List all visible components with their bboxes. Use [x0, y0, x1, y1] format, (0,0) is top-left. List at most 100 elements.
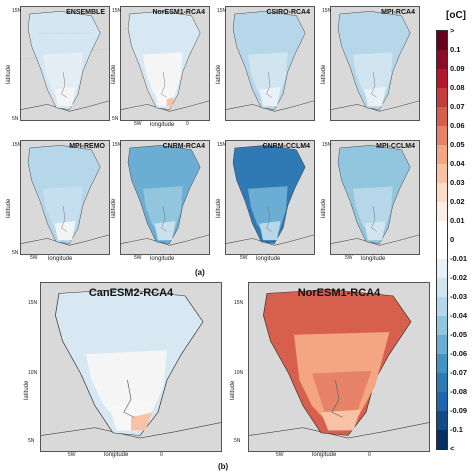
map-panel-noresm1-rca4: NorESM1-RCA4 — [120, 6, 210, 121]
basin-map — [41, 289, 221, 439]
panel-title: CNRM-CCLM4 — [262, 143, 310, 150]
colorbar-segment — [437, 31, 447, 51]
basin-map — [226, 145, 314, 246]
map-panel-ensemble: ENSEMBLE — [20, 6, 110, 121]
lat-tick: 15N — [234, 300, 244, 306]
lat-tick: 5N — [12, 116, 19, 122]
lat-tick: 15N — [112, 142, 122, 148]
map-panel-mpi-remo: MPI-REMO — [20, 140, 110, 255]
colorbar-label: -0.06 — [450, 349, 468, 358]
basin-map — [249, 289, 429, 439]
lat-tick: 10N — [234, 370, 244, 376]
colorbar — [436, 30, 448, 450]
map-panel-mpi-rca4: MPI-RCA4 — [330, 6, 420, 121]
panel-title: MPI-RCA4 — [381, 9, 415, 16]
colorbar-segment — [437, 392, 447, 412]
colorbar-segment — [437, 107, 447, 127]
panel-title: NorESM1-RCA4 — [152, 9, 205, 16]
colorbar-label: 0.02 — [450, 197, 465, 206]
colorbar-segment — [437, 145, 447, 165]
lat-tick: 15N — [12, 8, 22, 14]
longitude-label: longitude — [150, 122, 175, 128]
colorbar-label: -0.07 — [450, 368, 468, 377]
map-panel-csiro-rca4: CSIRO-RCA4 — [225, 6, 315, 121]
colorbar-segment — [437, 430, 447, 450]
colorbar-segment — [437, 278, 447, 298]
colorbar-label: 0.06 — [450, 121, 465, 130]
longitude-label: longitude — [104, 452, 129, 458]
colorbar-label: < — [450, 444, 455, 453]
lon-tick: 0 — [160, 452, 163, 458]
lat-tick: 15N — [217, 142, 227, 148]
panel-title: CNRM-RCA4 — [162, 143, 205, 150]
colorbar-label: -0.03 — [450, 292, 468, 301]
colorbar-label: -0.04 — [450, 311, 468, 320]
lon-tick: 5W — [345, 255, 353, 261]
latitude-label: latitude — [6, 64, 12, 84]
lat-tick: 15N — [28, 300, 38, 306]
lat-tick: 5N — [234, 438, 241, 444]
colorbar-segment — [437, 411, 447, 431]
latitude-label: latitude — [111, 198, 117, 218]
latitude-label: latitude — [6, 198, 12, 218]
colorbar-label: 0.01 — [450, 216, 465, 225]
colorbar-segment — [437, 297, 447, 317]
map-panel-mpi-cclm4: MPI-CCLM4 — [330, 140, 420, 255]
lat-tick: 10N — [28, 370, 38, 376]
latitude-label: latitude — [321, 64, 327, 84]
colorbar-segment — [437, 259, 447, 279]
colorbar-segment — [437, 50, 447, 70]
colorbar-label: 0.04 — [450, 159, 465, 168]
lat-tick: 15N — [322, 8, 332, 14]
lat-tick: 5N — [112, 116, 119, 122]
lat-tick: 5N — [28, 438, 35, 444]
colorbar-label: 0.09 — [450, 64, 465, 73]
latitude-label: latitude — [24, 380, 30, 400]
basin-map — [331, 11, 419, 112]
colorbar-label: 0.1 — [450, 45, 461, 54]
lon-tick: 5W — [30, 255, 38, 261]
colorbar-segment — [437, 354, 447, 374]
lon-tick: 0 — [186, 121, 189, 127]
colorbar-label: 0 — [450, 235, 455, 244]
caption-b: (b) — [218, 462, 229, 471]
colorbar-label: -0.1 — [450, 425, 463, 434]
colorbar-label: -0.02 — [450, 273, 468, 282]
latitude-label: latitude — [321, 198, 327, 218]
panel-title: MPI-REMO — [69, 143, 105, 150]
colorbar-label: 0.03 — [450, 178, 465, 187]
longitude-label: longitude — [312, 452, 337, 458]
basin-map — [121, 11, 209, 112]
colorbar-segment — [437, 373, 447, 393]
lat-tick: 15N — [217, 8, 227, 14]
lat-tick: 15N — [112, 8, 122, 14]
colorbar-segment — [437, 69, 447, 89]
map-panel-cnrm-rca4: CNRM-RCA4 — [120, 140, 210, 255]
longitude-label: longitude — [361, 256, 386, 262]
longitude-label: longitude — [48, 256, 73, 262]
colorbar-segment — [437, 316, 447, 336]
longitude-label: longitude — [150, 256, 175, 262]
colorbar-label: 0.08 — [450, 83, 465, 92]
colorbar-label: 0.07 — [450, 102, 465, 111]
panel-title: CSIRO-RCA4 — [266, 9, 310, 16]
lon-tick: 5W — [134, 121, 142, 127]
colorbar-segment — [437, 221, 447, 241]
map-panel-noresm1-rca4-large: NorESM1-RCA4 — [248, 282, 430, 452]
lon-tick: 5W — [134, 255, 142, 261]
lat-tick: 5N — [12, 250, 19, 256]
longitude-label: longitude — [256, 256, 281, 262]
colorbar-segment — [437, 202, 447, 222]
map-panel-cnrm-cclm4: CNRM-CCLM4 — [225, 140, 315, 255]
lon-tick: 5W — [68, 452, 76, 458]
colorbar-segment — [437, 240, 447, 260]
colorbar-label: -0.05 — [450, 330, 468, 339]
basin-map — [226, 11, 314, 112]
colorbar-segment — [437, 335, 447, 355]
basin-map — [121, 145, 209, 246]
lat-tick: 15N — [322, 142, 332, 148]
colorbar-segment — [437, 126, 447, 146]
colorbar-label: -0.09 — [450, 406, 468, 415]
colorbar-unit: [oC] — [446, 10, 466, 21]
lon-tick: 5W — [276, 452, 284, 458]
